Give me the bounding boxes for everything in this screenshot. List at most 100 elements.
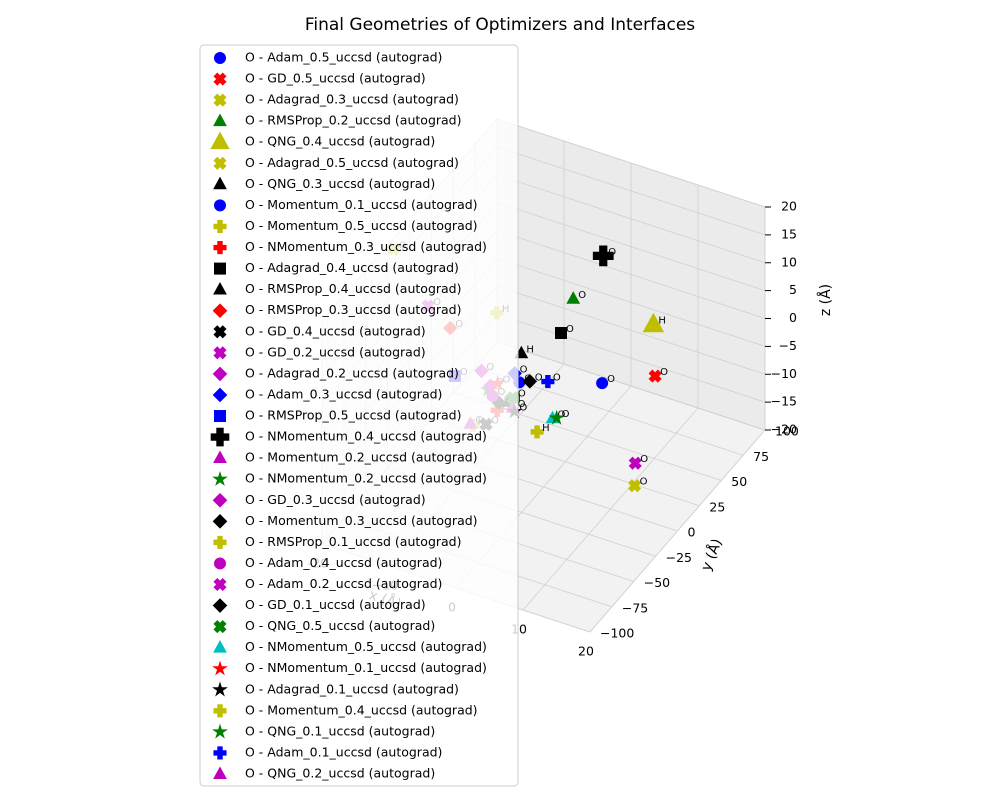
legend: O - Adam_0.5_uccsd (autograd) O - GD_0.5_… — [199, 44, 519, 787]
legend-label: O - Adam_0.1_uccsd (autograd) — [245, 744, 442, 759]
marker — [555, 327, 567, 339]
legend-label: O - GD_0.4_uccsd (autograd) — [245, 323, 426, 338]
y-tick-label: 100 — [775, 424, 799, 439]
legend-marker — [214, 557, 226, 570]
grid-line — [496, 257, 766, 347]
legend-label: O - Momentum_0.2_uccsd (autograd) — [245, 450, 478, 465]
grid-line — [496, 146, 766, 236]
grid-line — [496, 313, 766, 403]
x-tick-label: 20 — [578, 644, 594, 659]
legend-marker — [213, 325, 227, 339]
legend-label: O - Momentum_0.3_uccsd (autograd) — [245, 513, 478, 528]
legend-label: O - QNG_0.5_uccsd (autograd) — [245, 618, 435, 633]
marker — [648, 369, 662, 383]
marker — [592, 245, 614, 267]
legend-marker — [212, 303, 228, 319]
point-label: O — [519, 403, 527, 414]
legend-box — [199, 44, 519, 787]
y-tick-label: −25 — [666, 550, 692, 565]
legend-label: O - RMSProp_0.2_uccsd (autograd) — [245, 113, 462, 128]
legend-label: O - Adagrad_0.4_uccsd (autograd) — [245, 260, 459, 275]
point-label: O — [518, 399, 526, 410]
point-label: O — [562, 409, 570, 420]
z-tick-label: 15 — [781, 226, 797, 241]
point-label: O — [660, 367, 668, 378]
point-label: O — [566, 324, 574, 335]
marker — [548, 409, 565, 425]
point-label: O — [553, 373, 561, 384]
point-label: O — [558, 409, 566, 420]
legend-marker — [213, 704, 227, 718]
legend-label: O - RMSProp_0.5_uccsd (autograd) — [245, 408, 462, 423]
legend-marker — [213, 240, 227, 255]
point-label: O — [608, 247, 616, 258]
marker — [628, 456, 642, 470]
legend-label: O - GD_0.5_uccsd (autograd) — [245, 71, 426, 86]
grid-line — [496, 174, 766, 264]
legend-marker — [210, 131, 230, 150]
legend-label: O - NMomentum_0.2_uccsd (autograd) — [245, 471, 487, 486]
legend-marker — [213, 620, 227, 634]
legend-marker — [213, 282, 227, 295]
grid-line — [496, 118, 766, 208]
legend-marker — [213, 346, 227, 360]
legend-marker — [213, 72, 227, 86]
y-axis-label: y (Å) — [697, 536, 725, 573]
point-label: H — [526, 344, 534, 355]
legend-marker — [213, 766, 227, 779]
legend-marker — [213, 176, 227, 190]
legend-label: O - NMomentum_0.3_uccsd (autograd) — [245, 239, 487, 254]
point-label: O — [578, 290, 586, 301]
legend-label: O - GD_0.2_uccsd (autograd) — [245, 344, 426, 359]
y-tick-label: 0 — [688, 525, 696, 540]
legend-label: O - Adam_0.5_uccsd (autograd) — [245, 50, 442, 65]
legend-label: O - RMSProp_0.3_uccsd (autograd) — [245, 302, 462, 317]
marker — [642, 312, 665, 333]
legend-marker — [210, 427, 230, 447]
legend-marker — [212, 470, 228, 486]
marker — [596, 377, 609, 390]
marker — [566, 291, 581, 304]
point-label: O — [518, 389, 526, 400]
grid-line — [496, 202, 766, 292]
y-tick-label: 75 — [753, 449, 769, 464]
legend-marker — [214, 52, 226, 64]
legend-label: O - Momentum_0.4_uccsd (autograd) — [245, 702, 478, 717]
legend-label: O - NMomentum_0.4_uccsd (autograd) — [245, 429, 487, 444]
point-label: O — [640, 454, 648, 465]
z-tick-label: 10 — [781, 254, 797, 269]
legend-label: O - Adagrad_0.1_uccsd (autograd) — [245, 681, 459, 696]
point-label: H — [542, 423, 550, 434]
z-tick-label: −20 — [771, 422, 797, 437]
marker — [530, 425, 544, 439]
marker — [541, 375, 555, 389]
legend-marker — [214, 262, 226, 275]
legend-label: O - QNG_0.3_uccsd (autograd) — [245, 176, 435, 191]
point-label: H — [658, 316, 666, 327]
legend-label: O - NMomentum_0.1_uccsd (autograd) — [245, 660, 487, 675]
marker — [522, 374, 538, 389]
legend-marker — [212, 387, 228, 403]
z-tick-label: −15 — [771, 394, 797, 409]
legend-marker — [213, 156, 227, 170]
legend-marker — [212, 660, 228, 676]
y-tick-label: 25 — [709, 499, 725, 514]
legend-marker — [214, 410, 226, 423]
legend-marker — [212, 681, 228, 697]
point-label: O — [640, 477, 648, 488]
y-tick-label: 50 — [731, 474, 747, 489]
legend-label: O - QNG_0.2_uccsd (autograd) — [245, 766, 435, 781]
legend-label: O - Adagrad_0.5_uccsd (autograd) — [245, 155, 459, 170]
legend-marker — [212, 723, 228, 739]
z-tick-label: −5 — [779, 338, 797, 353]
legend-label: O - Adam_0.3_uccsd (autograd) — [245, 386, 442, 401]
y-tick-label: −100 — [600, 626, 634, 641]
legend-label: O - Adagrad_0.2_uccsd (autograd) — [245, 365, 459, 380]
legend-marker — [213, 746, 227, 760]
legend-marker — [213, 113, 227, 127]
y-tick-label: −75 — [622, 600, 648, 615]
point-label: O — [607, 374, 615, 385]
legend-label: O - Adagrad_0.3_uccsd (autograd) — [245, 92, 459, 107]
legend-marker — [213, 535, 227, 549]
